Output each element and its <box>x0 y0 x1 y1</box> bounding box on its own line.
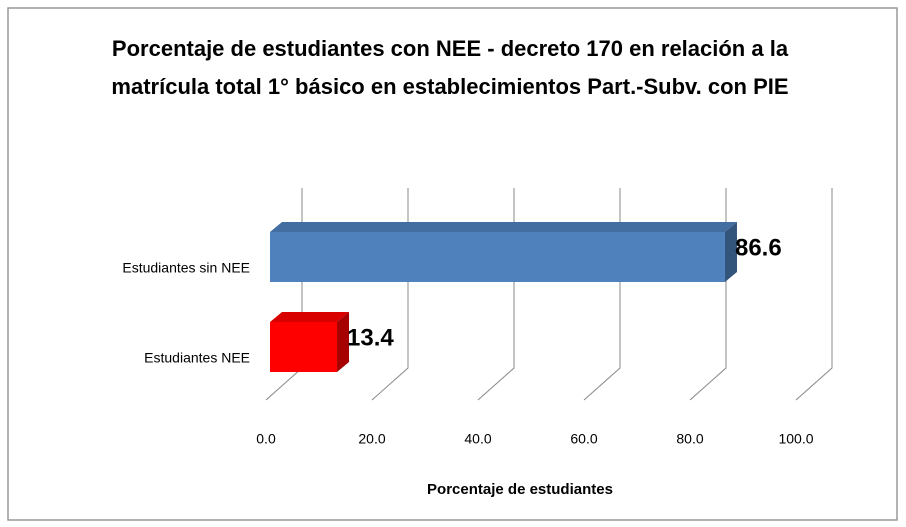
grid-line <box>371 188 409 401</box>
bar-top <box>270 312 350 322</box>
value-label: 13.4 <box>347 324 394 351</box>
x-tick-label: 40.0 <box>464 431 491 447</box>
chart-title: Porcentaje de estudiantes con NEE - decr… <box>111 36 789 99</box>
x-tick-label: 100.0 <box>778 431 813 447</box>
bar <box>270 232 725 282</box>
bar-side <box>337 312 350 372</box>
bar-top <box>270 222 737 232</box>
grid-line <box>583 188 621 401</box>
x-tick-label: 0.0 <box>256 431 276 447</box>
x-tick-label: 60.0 <box>570 431 597 447</box>
bar <box>270 322 338 372</box>
x-axis-title: Porcentaje de estudiantes <box>427 481 613 498</box>
x-tick-label: 20.0 <box>358 431 385 447</box>
value-label: 86.6 <box>735 234 782 261</box>
category-label: Estudiantes sin NEE <box>122 260 250 276</box>
grid-line <box>795 188 833 401</box>
grid-line <box>689 188 727 401</box>
bar-side <box>724 222 737 282</box>
x-tick-label: 80.0 <box>676 431 703 447</box>
category-label: Estudiantes NEE <box>144 350 250 366</box>
grid-line <box>477 188 515 401</box>
chart-frame <box>7 7 898 521</box>
